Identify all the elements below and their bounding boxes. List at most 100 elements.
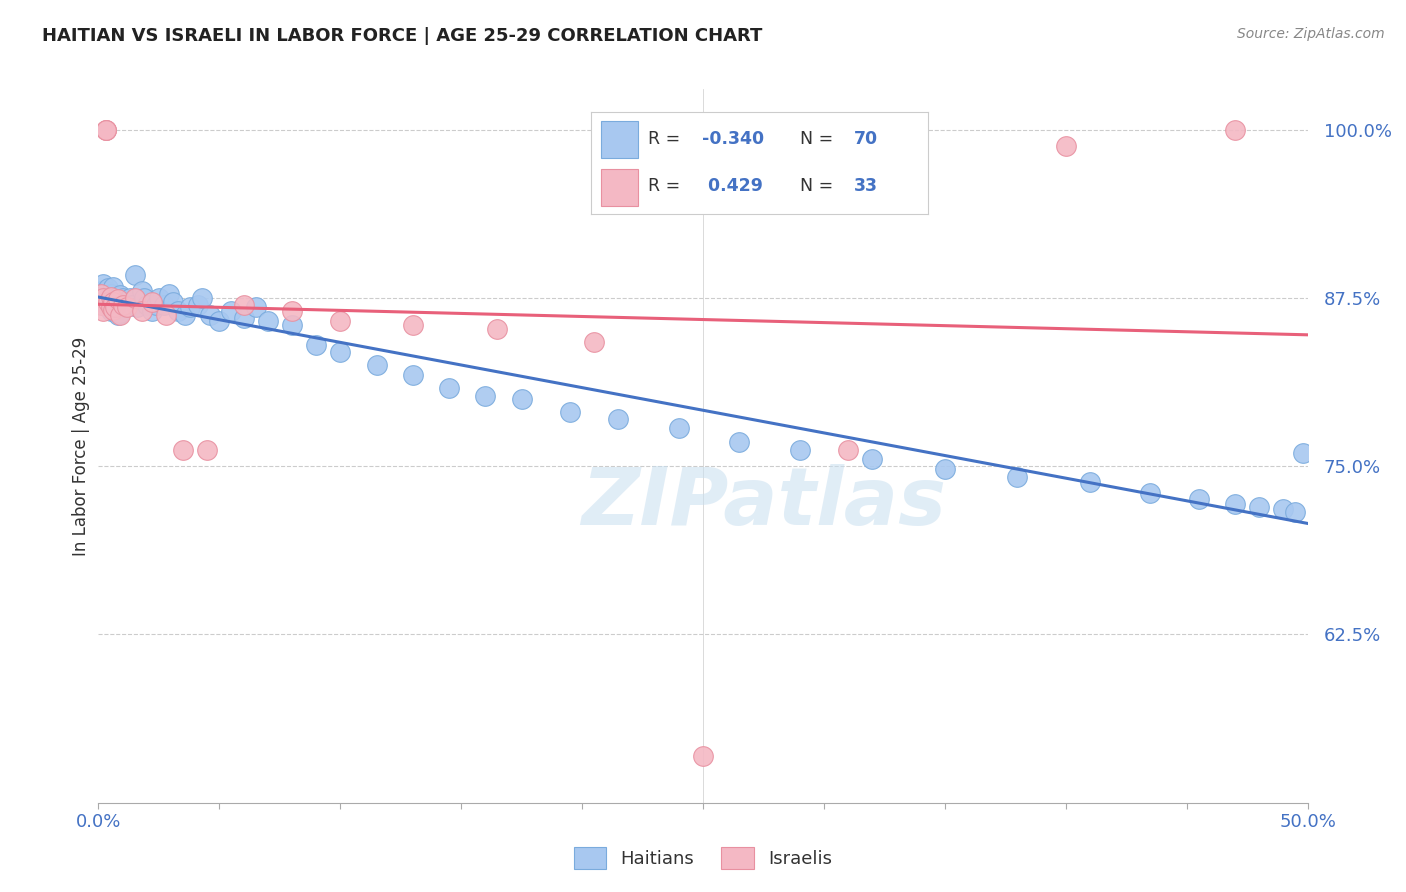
Point	[101, 294, 124, 309]
Point	[437, 381, 460, 395]
Point	[91, 277, 114, 292]
Point	[187, 298, 209, 312]
Point	[111, 298, 134, 312]
Point	[100, 286, 122, 301]
Point	[837, 443, 859, 458]
Point	[94, 284, 117, 298]
Point	[221, 304, 243, 318]
Point	[97, 281, 120, 295]
Text: ZIPatlas: ZIPatlas	[581, 464, 946, 542]
Point	[124, 268, 146, 282]
Text: 33: 33	[853, 178, 877, 195]
Point	[1284, 505, 1306, 519]
Point	[167, 304, 190, 318]
Point	[1139, 486, 1161, 500]
Point	[94, 122, 117, 136]
Point	[692, 748, 714, 763]
Point	[329, 314, 352, 328]
Point	[1272, 502, 1295, 516]
Point	[114, 301, 136, 315]
Point	[157, 286, 180, 301]
Point	[510, 392, 533, 406]
Point	[148, 291, 170, 305]
Point	[131, 284, 153, 298]
Point	[118, 291, 141, 305]
Point	[1292, 446, 1315, 460]
Point	[97, 294, 120, 309]
Text: 70: 70	[853, 130, 877, 148]
Point	[111, 291, 134, 305]
Point	[91, 304, 114, 318]
Point	[107, 292, 129, 306]
Y-axis label: In Labor Force | Age 25-29: In Labor Force | Age 25-29	[72, 336, 90, 556]
Point	[366, 358, 388, 372]
Point	[104, 301, 127, 315]
Point	[329, 344, 352, 359]
Point	[198, 309, 221, 323]
Point	[108, 288, 131, 302]
Text: HAITIAN VS ISRAELI IN LABOR FORCE | AGE 25-29 CORRELATION CHART: HAITIAN VS ISRAELI IN LABOR FORCE | AGE …	[42, 27, 762, 45]
Point	[668, 421, 690, 435]
Point	[1249, 500, 1271, 514]
Point	[121, 298, 143, 312]
Point	[101, 303, 124, 318]
Point	[195, 443, 218, 458]
Point	[583, 335, 606, 350]
Point	[474, 389, 496, 403]
Point	[94, 122, 117, 136]
Point	[131, 304, 153, 318]
Point	[172, 443, 194, 458]
Point	[728, 434, 751, 449]
Point	[90, 298, 112, 312]
Point	[305, 338, 328, 352]
Point	[934, 462, 956, 476]
Point	[1007, 470, 1029, 484]
Point	[486, 322, 509, 336]
Point	[91, 298, 114, 312]
Point	[232, 311, 254, 326]
Point	[101, 280, 124, 294]
Point	[111, 298, 134, 312]
Point	[117, 301, 139, 315]
Point	[108, 309, 131, 323]
Point	[860, 452, 883, 467]
Point	[135, 298, 157, 312]
Point	[245, 301, 267, 315]
Point	[90, 291, 112, 305]
Point	[281, 318, 304, 332]
Point	[104, 291, 127, 305]
Point	[281, 304, 304, 318]
Point	[141, 304, 163, 318]
Point	[97, 301, 120, 315]
Point	[127, 301, 149, 315]
Point	[162, 294, 184, 309]
Point	[174, 309, 197, 323]
Point	[1223, 497, 1246, 511]
Point	[104, 301, 127, 315]
Point	[94, 122, 117, 136]
Point	[107, 289, 129, 303]
Point	[100, 301, 122, 315]
Point	[789, 443, 811, 458]
Text: R =: R =	[648, 178, 686, 195]
Text: 0.429: 0.429	[702, 178, 762, 195]
Point	[607, 412, 630, 426]
Point	[152, 298, 174, 312]
Point	[256, 314, 278, 328]
Point	[191, 291, 214, 305]
Point	[232, 298, 254, 312]
Point	[402, 368, 425, 382]
Point	[90, 284, 112, 298]
Text: N =: N =	[800, 130, 838, 148]
Point	[124, 291, 146, 305]
Point	[208, 314, 231, 328]
Text: R =: R =	[648, 130, 686, 148]
Point	[1078, 475, 1101, 490]
FancyBboxPatch shape	[600, 169, 638, 206]
Point	[179, 301, 201, 315]
Text: Source: ZipAtlas.com: Source: ZipAtlas.com	[1237, 27, 1385, 41]
Point	[100, 289, 122, 303]
Point	[1223, 122, 1246, 136]
Legend: Haitians, Israelis: Haitians, Israelis	[567, 839, 839, 876]
Point	[134, 291, 156, 305]
